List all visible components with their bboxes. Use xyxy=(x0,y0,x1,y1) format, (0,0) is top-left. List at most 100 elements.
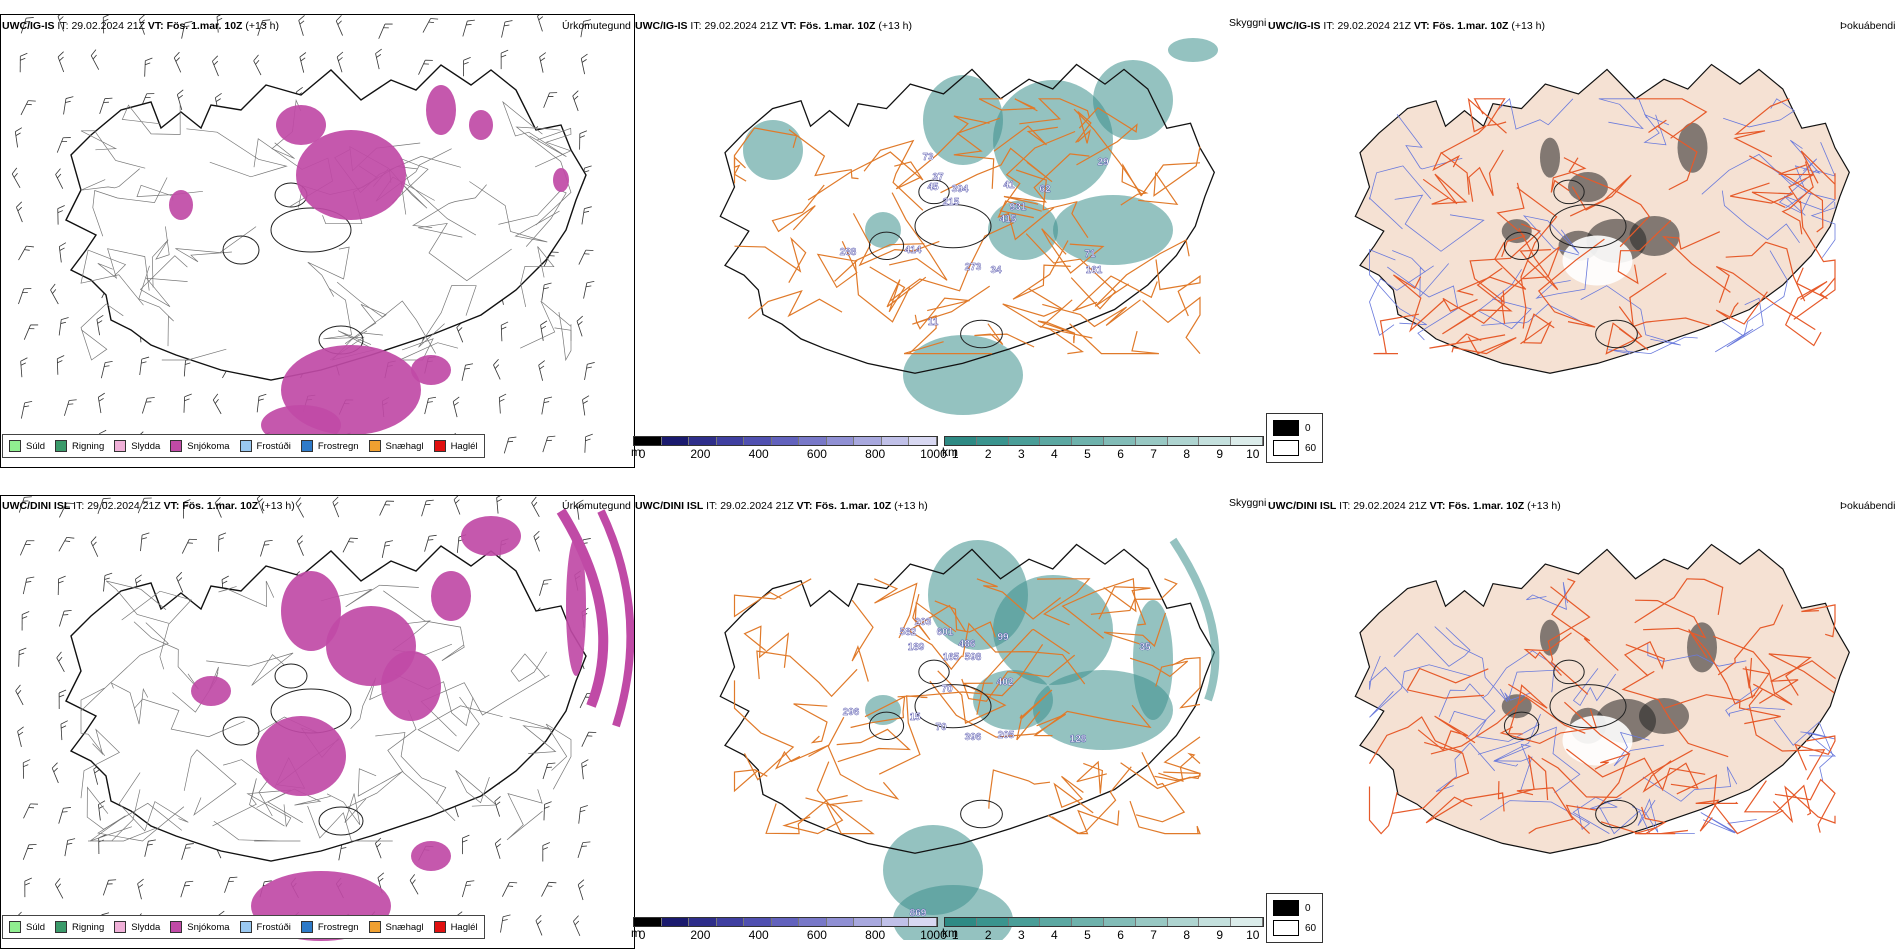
fog-legend-swatch xyxy=(1273,900,1299,916)
precip-header-top: UWC/IG-IS IT: 29.02.2024 21Z VT: Fös. 1.… xyxy=(2,20,279,32)
legend-label: Frostregn xyxy=(317,921,359,933)
legend-swatch xyxy=(239,921,252,933)
road-line xyxy=(1154,736,1201,782)
km-colorbar-bottom: 1 2 3 4 5 6 7 8 9 10 km xyxy=(942,917,1264,942)
fog-area xyxy=(1687,622,1717,673)
wind-barb xyxy=(90,49,100,70)
road-line xyxy=(914,297,970,330)
road-line xyxy=(1425,792,1505,824)
snow-band xyxy=(597,509,634,728)
road-line xyxy=(502,100,567,158)
wind-barb xyxy=(421,499,434,517)
fog-area xyxy=(1568,172,1608,202)
legend-swatch xyxy=(368,921,381,933)
colorbar-tick: 600 xyxy=(806,447,827,461)
low-visibility-area xyxy=(1133,600,1173,720)
coastline xyxy=(65,64,587,381)
colorbar-tick: 200 xyxy=(690,447,711,461)
colorbar-tick: 4 xyxy=(1051,928,1058,942)
road-line xyxy=(412,184,487,228)
wind-barb xyxy=(138,15,146,35)
legend-label: Rigning xyxy=(72,440,105,452)
wind-barb xyxy=(18,245,34,261)
road-line xyxy=(993,125,1058,152)
colorbar-tick: 1 xyxy=(951,928,959,942)
low-visibility-area xyxy=(923,75,1003,165)
road-line xyxy=(151,226,170,288)
wind-barb xyxy=(214,497,222,518)
road-line xyxy=(1795,267,1836,300)
wind-barb xyxy=(501,20,513,38)
wind-barb xyxy=(20,401,33,419)
wind-barb xyxy=(56,137,71,153)
wind-barb xyxy=(182,499,191,519)
colorbar-box xyxy=(661,437,690,445)
wind-barb xyxy=(63,96,74,115)
road-line xyxy=(1442,267,1513,335)
wind-barb xyxy=(375,48,382,70)
road-line xyxy=(1497,754,1549,801)
road-line xyxy=(1451,336,1517,355)
road-line xyxy=(469,181,560,243)
road-line xyxy=(1051,766,1132,835)
wind-barb xyxy=(60,720,68,741)
colorbar-tick: 400 xyxy=(748,447,769,461)
wind-barb xyxy=(18,647,27,667)
road-line xyxy=(1393,627,1471,667)
colorbar-box xyxy=(881,918,910,926)
height-colorbar-bottom: 0 200 400 600 800 1000 m xyxy=(631,917,947,942)
legend-swatch xyxy=(300,440,313,452)
visibility-value-label: 394 xyxy=(952,184,969,195)
road-line xyxy=(1103,612,1167,648)
road-line xyxy=(1120,163,1149,206)
colorbar-box xyxy=(634,437,662,445)
vis-type-bottom: Skyggni xyxy=(1229,497,1267,509)
visibility-value-label: 598 xyxy=(965,652,982,663)
road-line xyxy=(1500,246,1560,324)
wind-barb xyxy=(96,314,104,336)
legend-label: Slydda xyxy=(131,921,161,933)
road-line xyxy=(1774,778,1836,833)
road-line xyxy=(80,168,140,191)
snow-area xyxy=(469,110,493,140)
wind-barb xyxy=(584,362,595,381)
precip-type-bottom: Úrkomutegund xyxy=(562,500,631,512)
fog-legend-swatch xyxy=(1273,440,1299,456)
road-line xyxy=(1075,110,1092,144)
visibility-value-label: 62 xyxy=(1039,184,1051,195)
road-line xyxy=(851,599,874,682)
wind-barb xyxy=(543,92,558,108)
road-line xyxy=(1369,664,1472,718)
snow-area xyxy=(426,85,456,135)
road-line xyxy=(1748,688,1826,780)
road-line xyxy=(953,117,1001,189)
road-line xyxy=(1477,726,1581,794)
legend-label: Frostúði xyxy=(256,440,291,452)
colorbar-tick: 8 xyxy=(1183,447,1190,461)
wind-barb xyxy=(418,59,433,75)
snow-area xyxy=(256,716,346,796)
legend-label: Snjókoma xyxy=(187,921,230,933)
road-line xyxy=(1621,670,1729,758)
wind-barb xyxy=(180,880,194,898)
road-line xyxy=(1623,640,1666,677)
wind-barb xyxy=(56,651,65,673)
fog-map-bottom xyxy=(1354,543,1850,854)
wind-barb xyxy=(581,731,597,747)
road-line xyxy=(1019,98,1091,125)
wind-barb xyxy=(533,530,540,552)
road-line xyxy=(418,285,477,348)
colorbar-box xyxy=(976,918,1009,926)
road-line xyxy=(520,300,572,349)
glacier-outline xyxy=(222,716,260,746)
road-line xyxy=(183,749,237,816)
colorbar-unit: m xyxy=(631,926,641,940)
road-line xyxy=(1520,313,1555,345)
road-line xyxy=(1429,333,1506,349)
road-line xyxy=(1002,287,1073,329)
wind-barb xyxy=(579,130,588,150)
road-line xyxy=(506,789,543,841)
wind-barb xyxy=(535,914,543,936)
visibility-value-label: 37 xyxy=(932,172,944,183)
colorbar-box xyxy=(1135,437,1168,445)
